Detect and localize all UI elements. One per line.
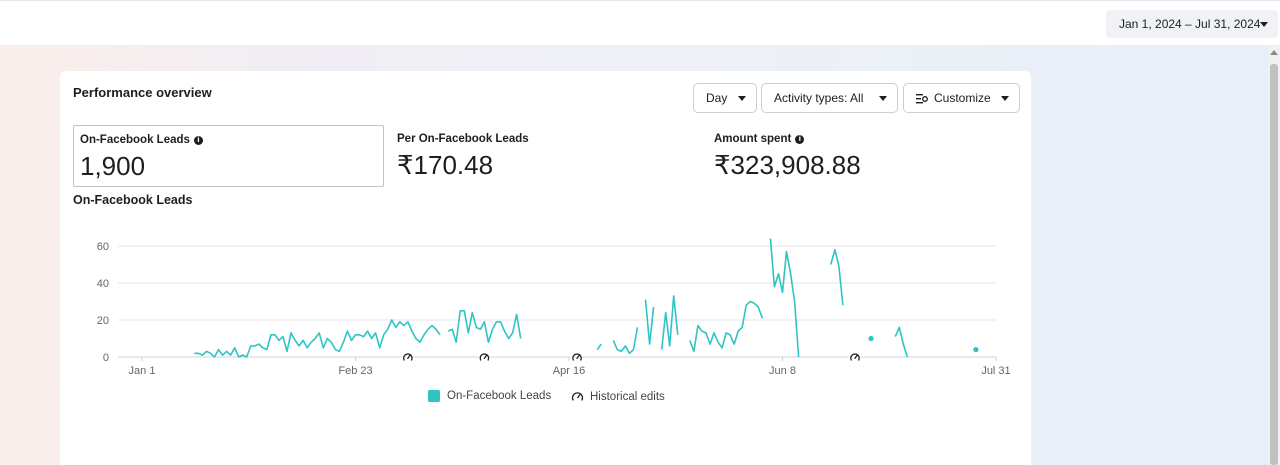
metric-on-facebook-leads[interactable]: On-Facebook Leads i 1,900 <box>73 125 384 187</box>
metric-label: On-Facebook Leads <box>80 134 190 146</box>
caret-down-icon <box>879 96 887 101</box>
legend-label: On-Facebook Leads <box>447 390 552 402</box>
series-line-segment <box>447 310 522 344</box>
day-dropdown[interactable]: Day <box>693 83 757 113</box>
series-line-segment <box>660 295 679 350</box>
date-range-label: Jan 1, 2024 – Jul 31, 2024 <box>1119 17 1261 31</box>
customize-dropdown[interactable]: Customize <box>903 83 1020 113</box>
caret-down-icon <box>738 96 746 101</box>
metric-label-container: Amount spent i <box>714 133 805 145</box>
chart-title: On-Facebook Leads <box>73 193 193 207</box>
metric-label-container: Per On-Facebook Leads <box>397 133 529 145</box>
activity-types-dropdown[interactable]: Activity types: All <box>761 83 898 113</box>
legend-swatch <box>428 390 440 402</box>
series-line-segment <box>194 319 441 358</box>
metric-amount-spent[interactable]: Amount spent i ₹323,908.88 <box>708 125 1008 187</box>
scrollbar-thumb[interactable] <box>1270 64 1278 465</box>
leads-line-chart: 0 20 40 60 Jan 1 Feb 23 Apr 16 Jun 8 Jul 31 <box>97 238 1011 377</box>
historical-edit-marker <box>402 351 414 363</box>
metric-label-container: On-Facebook Leads i <box>80 134 203 146</box>
scroll-up-arrow-icon[interactable] <box>1270 50 1278 55</box>
x-tick-label: Feb 23 <box>338 365 372 377</box>
day-dropdown-label: Day <box>706 91 728 105</box>
metric-label: Amount spent <box>714 133 792 145</box>
y-tick-label: 20 <box>97 315 109 327</box>
metric-value: 1,900 <box>80 151 146 181</box>
series-line-segment <box>612 327 639 355</box>
activity-types-label: Activity types: All <box>774 91 864 105</box>
metric-label: Per On-Facebook Leads <box>397 133 529 145</box>
caret-down-icon <box>1001 96 1009 101</box>
metric-value: ₹170.48 <box>397 150 494 180</box>
series-line-segment <box>894 326 909 358</box>
metric-per-on-facebook-leads[interactable]: Per On-Facebook Leads ₹170.48 <box>391 125 691 187</box>
date-range-picker[interactable]: Jan 1, 2024 – Jul 31, 2024 <box>1106 10 1278 38</box>
top-bar: Jan 1, 2024 – Jul 31, 2024 <box>0 0 1280 46</box>
data-point <box>868 335 874 342</box>
y-tick-label: 0 <box>103 352 109 364</box>
legend-item-leads[interactable]: On-Facebook Leads <box>428 390 551 402</box>
performance-overview-card: Performance overview Day Activity types:… <box>60 71 1031 465</box>
x-tick-label: Jul 31 <box>981 365 1010 377</box>
x-tick-label: Jan 1 <box>129 365 156 377</box>
series-line-segment <box>769 238 800 358</box>
chart-legend: On-Facebook Leads Historical edits <box>60 390 1031 406</box>
y-tick-label: 40 <box>97 278 109 290</box>
customize-label: Customize <box>934 91 991 105</box>
series-line-segment <box>689 300 764 353</box>
series-line-segment <box>644 299 655 345</box>
series-line-segment <box>596 343 602 351</box>
y-tick-label: 60 <box>97 241 109 253</box>
data-point <box>973 347 979 353</box>
info-icon[interactable]: i <box>795 134 805 144</box>
x-tick-label: Jun 8 <box>769 365 796 377</box>
info-icon[interactable]: i <box>193 135 203 145</box>
caret-down-icon <box>1260 22 1268 27</box>
historical-edit-icon <box>571 392 584 401</box>
historical-edit-marker <box>478 351 490 363</box>
card-title: Performance overview <box>73 85 212 100</box>
historical-edit-marker <box>571 351 583 363</box>
metric-value: ₹323,908.88 <box>714 150 861 180</box>
x-tick-label: Apr 16 <box>553 365 585 377</box>
historical-edit-marker <box>849 351 861 363</box>
series-line-segment <box>830 248 844 306</box>
legend-label: Historical edits <box>590 390 665 403</box>
customize-columns-icon <box>916 93 928 103</box>
legend-item-historical-edits[interactable]: Historical edits <box>571 390 665 403</box>
